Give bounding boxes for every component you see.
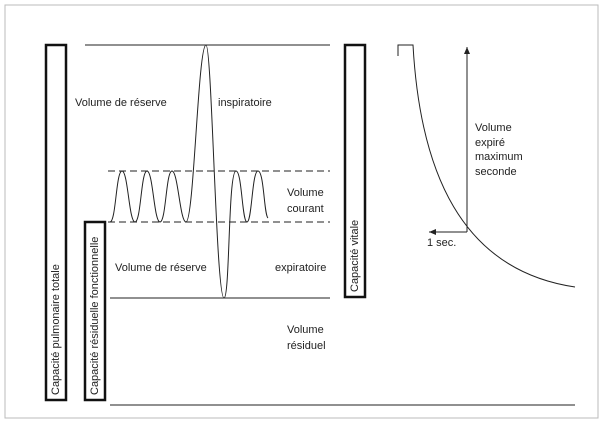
label: Volume [287, 324, 324, 336]
tlc-box [44, 43, 68, 402]
label: Volume de réserve [75, 97, 167, 109]
label: Volume de réserve [115, 262, 207, 274]
label: Volume [287, 187, 324, 199]
box-label: Capacité pulmonaire totale [50, 264, 62, 395]
label: expiratoire [275, 262, 326, 274]
fev-curve [397, 44, 576, 288]
label: résiduel [287, 340, 326, 352]
frc-box [83, 220, 107, 402]
vc-box [343, 43, 367, 299]
label: 1 sec. [427, 237, 456, 249]
label: seconde [475, 166, 517, 178]
box-label: Capacité résiduelle fonctionnelle [89, 237, 101, 395]
label: courant [287, 203, 324, 215]
label: Volume [475, 122, 512, 134]
label: maximum [475, 151, 523, 163]
spirogram [109, 44, 269, 299]
frame [4, 4, 599, 419]
label: inspiratoire [218, 97, 272, 109]
label: expiré [475, 137, 505, 149]
box-label: Capacité vitale [349, 220, 361, 292]
